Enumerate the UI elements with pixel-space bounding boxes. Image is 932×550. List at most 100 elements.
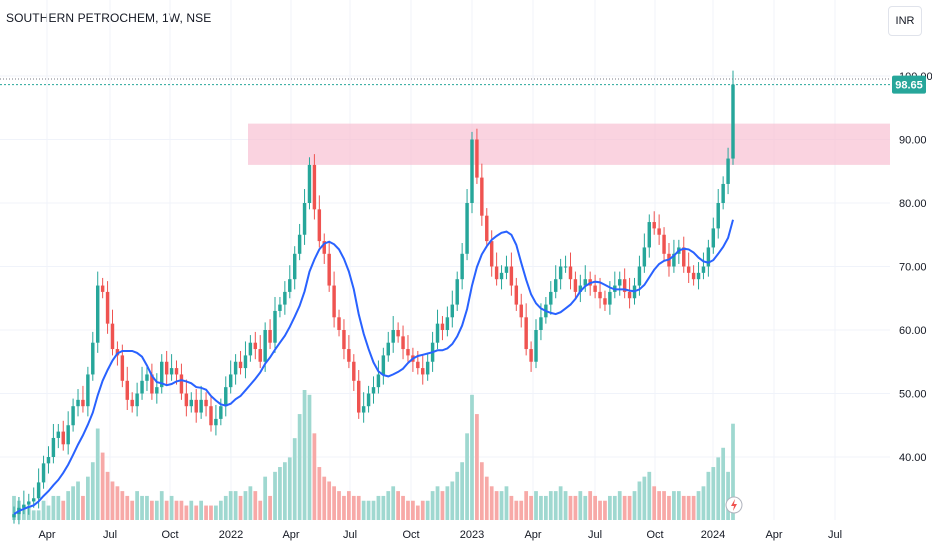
candle <box>539 317 543 330</box>
volume-bar <box>184 505 189 520</box>
volume-bar <box>164 500 169 520</box>
volume-bar <box>726 471 730 520</box>
candle <box>179 374 184 394</box>
candle <box>337 317 341 330</box>
volume-bar <box>632 491 637 520</box>
volume-bar <box>662 491 666 520</box>
volume-bar <box>430 491 435 520</box>
volume-bar <box>548 491 553 520</box>
last-price-badge <box>892 75 926 94</box>
y-tick-label: 60.00 <box>899 325 927 337</box>
candle <box>622 279 627 292</box>
volume-bar <box>494 491 499 520</box>
candle <box>292 253 297 280</box>
candle <box>273 310 277 343</box>
candle <box>450 304 455 318</box>
candle <box>598 291 602 299</box>
volume-bar <box>307 394 312 520</box>
volume-bar <box>66 491 71 520</box>
candle <box>302 203 307 235</box>
volume-bar <box>179 500 184 520</box>
volume-bar <box>135 491 139 520</box>
volume-bar <box>657 491 662 520</box>
volume-bar <box>233 491 238 520</box>
candle <box>184 393 189 407</box>
volume-bar <box>465 433 469 520</box>
volume-bar <box>499 491 504 520</box>
candle <box>135 393 139 407</box>
volume-bar <box>159 491 164 520</box>
volume-bar <box>563 491 568 520</box>
candle <box>71 406 75 426</box>
volume-bar <box>189 500 194 520</box>
resistance-zone <box>248 123 890 165</box>
candle <box>169 368 174 375</box>
candle <box>391 330 395 343</box>
x-tick-label: Apr <box>765 529 782 541</box>
y-tick-label: 90.00 <box>899 135 927 147</box>
volume-bar <box>238 495 243 520</box>
y-tick-label: 70.00 <box>899 262 927 274</box>
candle <box>204 399 208 407</box>
volume-bar <box>691 495 696 520</box>
candle <box>194 399 198 413</box>
candle <box>652 222 656 229</box>
candle <box>593 285 597 292</box>
volume-bar <box>460 462 465 520</box>
candle <box>701 266 706 273</box>
volume-bar <box>696 491 701 520</box>
volume-bar <box>573 495 578 520</box>
candle <box>731 84 735 159</box>
currency-button[interactable]: INR <box>888 6 922 36</box>
x-tick-label: Oct <box>646 529 663 541</box>
candle <box>534 330 538 362</box>
volume-bar <box>154 500 159 520</box>
candle <box>297 234 302 254</box>
volume-bar <box>706 471 711 520</box>
candle <box>578 285 583 292</box>
candle <box>352 361 356 381</box>
candle <box>529 349 533 362</box>
candle <box>371 387 376 394</box>
candle <box>322 241 326 254</box>
volume-bar <box>721 447 726 520</box>
candle <box>120 355 125 381</box>
volume-bar <box>401 495 405 520</box>
candle <box>253 342 258 350</box>
volume-bar <box>125 495 130 520</box>
volume-bar <box>366 500 371 520</box>
candle <box>568 266 573 280</box>
candle <box>396 330 400 337</box>
candle <box>91 342 95 375</box>
x-tick-label: 2024 <box>701 529 725 541</box>
volume-bar <box>347 491 351 520</box>
volume-bar <box>115 486 120 520</box>
candle <box>608 291 612 305</box>
candle <box>509 266 514 286</box>
candle <box>662 234 666 254</box>
candle <box>553 279 558 292</box>
volume-bar <box>524 491 529 520</box>
volume-bar <box>228 491 233 520</box>
candle <box>51 437 56 457</box>
candle <box>140 380 144 394</box>
volume-bar <box>406 500 410 520</box>
volume-bar <box>253 491 258 520</box>
candle <box>366 393 371 407</box>
candle <box>691 272 696 280</box>
candle <box>317 209 322 242</box>
volume-bar <box>475 414 479 520</box>
x-tick-label: Apr <box>524 529 541 541</box>
volume-bar <box>110 481 115 520</box>
volume-bar <box>716 457 721 520</box>
candle <box>27 501 31 505</box>
volume-bar <box>85 476 90 520</box>
candle <box>342 330 346 350</box>
volume-bar <box>248 486 253 520</box>
candle <box>12 514 16 518</box>
candle <box>558 266 563 280</box>
volume-bar <box>667 495 671 520</box>
candle <box>145 374 149 381</box>
candle <box>475 139 479 178</box>
